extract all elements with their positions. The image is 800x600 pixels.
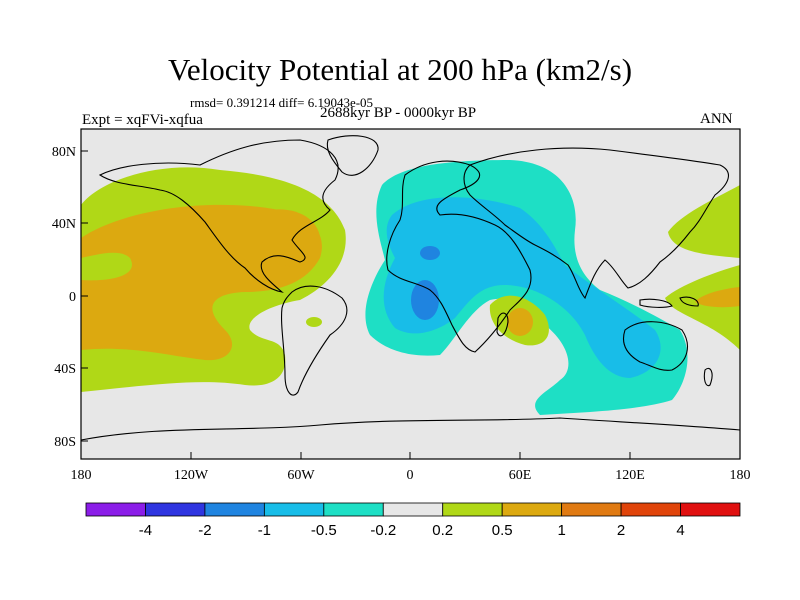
colorbar-swatch xyxy=(145,502,206,517)
lat-label-eq: 0 xyxy=(69,290,76,305)
colorbar-label: -1 xyxy=(258,522,271,539)
colorbar-label: -4 xyxy=(139,522,152,539)
colorbar-label: 2 xyxy=(617,522,625,539)
colorbar-swatch xyxy=(323,502,384,517)
period-label: 2688kyr BP - 0000kyr BP xyxy=(320,105,477,121)
lon-label-120e: 120E xyxy=(615,468,645,483)
season-label: ANN xyxy=(700,111,733,127)
contour-orange-madagascar xyxy=(507,308,533,336)
colorbar-swatch xyxy=(263,502,325,517)
colorbar-label: 1 xyxy=(557,522,565,539)
colorbar-swatch xyxy=(501,502,563,517)
colorbar-label: -0.5 xyxy=(311,522,337,539)
lat-label-40n: 40N xyxy=(52,217,76,232)
colorbar-swatch xyxy=(85,502,146,517)
lat-label-80s: 80S xyxy=(54,435,76,450)
colorbar: -4 -2 -1 -0.5 -0.2 0.2 0.5 1 2 4 xyxy=(85,502,741,539)
colorbar-swatch xyxy=(382,502,444,517)
colorbar-swatch xyxy=(204,502,265,517)
contour-orange-gulf xyxy=(260,209,321,267)
lon-label-180e: 180 xyxy=(730,468,751,483)
contour-orange-west xyxy=(81,204,322,361)
contour-fill xyxy=(81,135,740,441)
contour-blue-east xyxy=(383,197,661,378)
contour-pos-wpac xyxy=(665,265,740,350)
contour-orange-wpac xyxy=(695,287,740,308)
lon-label-60e: 60E xyxy=(509,468,532,483)
lon-label-0: 0 xyxy=(407,468,414,483)
plot-title: Velocity Potential at 200 hPa (km2/s) xyxy=(167,52,633,87)
lat-label-80n: 80N xyxy=(52,145,76,160)
coastlines xyxy=(81,135,740,441)
stats-text: rmsd= 0.391214 diff= 6.19043e-05 xyxy=(190,95,374,110)
contour-darkblue-2 xyxy=(411,280,439,320)
lat-tick-marks xyxy=(81,150,88,442)
lat-label-40s: 40S xyxy=(54,362,76,377)
colorbar-swatch xyxy=(442,502,503,517)
colorbar-label: 0.2 xyxy=(432,522,453,539)
contour-pos-npac xyxy=(668,185,740,258)
colorbar-label: 0.5 xyxy=(492,522,513,539)
colorbar-swatch xyxy=(680,502,741,517)
contour-darkblue-1 xyxy=(420,246,440,260)
lon-tick-marks xyxy=(190,452,631,459)
colorbar-label: -0.2 xyxy=(370,522,396,539)
lon-label-180w: 180 xyxy=(71,468,92,483)
contour-pos-spot xyxy=(306,317,322,327)
lon-label-60w: 60W xyxy=(287,468,315,483)
colorbar-swatch xyxy=(561,502,622,517)
lon-label-120w: 120W xyxy=(174,468,209,483)
colorbar-label: 4 xyxy=(676,522,684,539)
colorbar-swatch xyxy=(620,502,681,517)
colorbar-label: -2 xyxy=(198,522,211,539)
experiment-label: Expt = xqFVi-xqfua xyxy=(82,112,203,128)
